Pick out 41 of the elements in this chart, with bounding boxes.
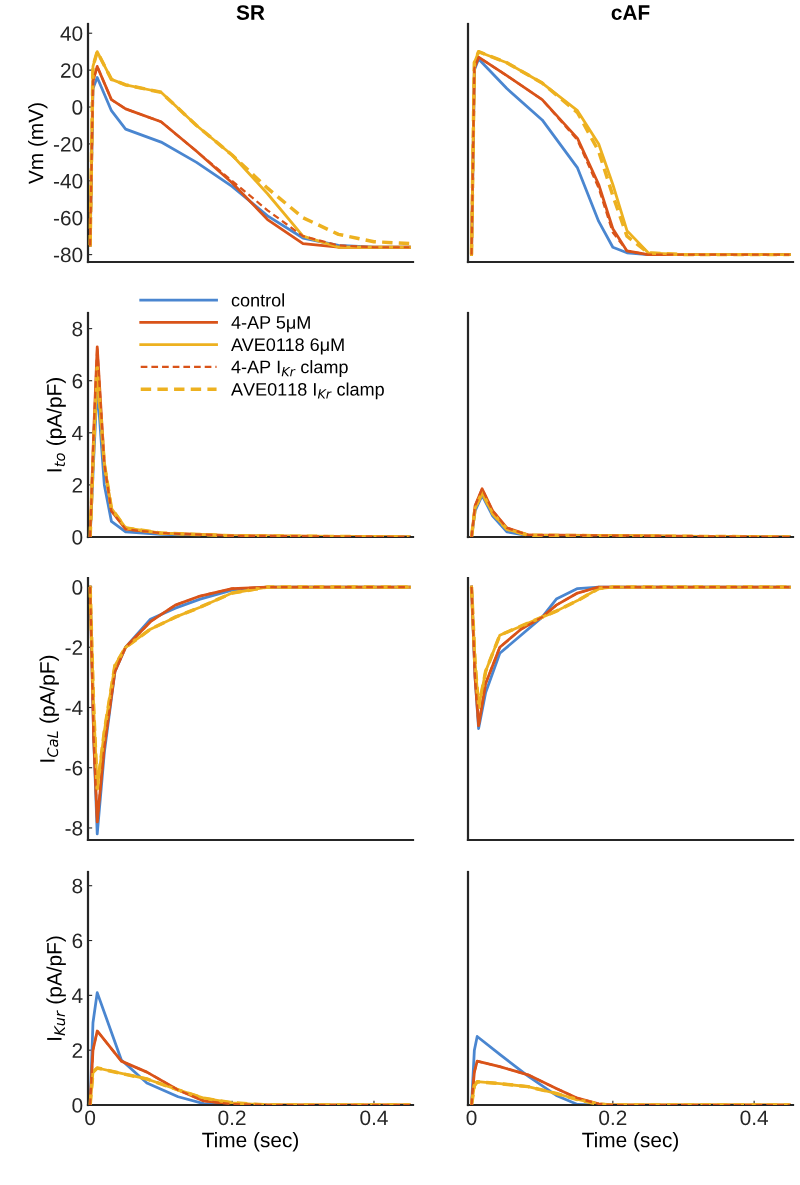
legend-label: AVE0118 I$_{Kr}$ clamp — [231, 382, 384, 400]
chart-title: SR — [236, 5, 265, 20]
y-tick-label: -8 — [65, 820, 83, 836]
y-tick-label: -40 — [53, 173, 83, 189]
x-axis-title: Time (sec) — [202, 1132, 299, 1152]
y-tick-label: -20 — [53, 136, 83, 152]
y-axis-title: I$_{Kur}$ (pA/pF) — [46, 936, 66, 1040]
x-tick-label: 0.2 — [599, 1110, 627, 1126]
y-tick-label: 4 — [72, 426, 83, 441]
y-axis-title: Vm (mV) — [28, 103, 48, 184]
x-tick-label: 0.4 — [740, 1110, 769, 1126]
y-tick-label: 0 — [72, 530, 83, 545]
y-tick-label: 6 — [72, 933, 83, 949]
x-axis-title: Time (sec) — [582, 1132, 679, 1152]
x-tick-label: 0 — [85, 1110, 96, 1126]
y-tick-label: -2 — [65, 640, 83, 655]
y-tick-label: 40 — [60, 26, 83, 41]
chart-title: cAF — [611, 5, 650, 20]
y-tick-label: -6 — [65, 760, 83, 776]
y-axis-title: I$_{CaL}$ (pA/pF) — [39, 655, 59, 762]
y-tick-label: 20 — [61, 63, 83, 78]
legend-label: control — [231, 293, 284, 307]
y-tick-label: 2 — [72, 1043, 83, 1058]
y-tick-label: 6 — [72, 373, 83, 389]
x-tick-label: 0.4 — [360, 1110, 388, 1126]
y-tick-label: 8 — [72, 321, 83, 337]
y-tick-label: 0 — [72, 100, 83, 115]
x-tick-label: 0 — [466, 1110, 477, 1126]
y-tick-label: 4 — [72, 988, 83, 1003]
y-tick-label: -60 — [53, 210, 83, 226]
y-tick-label: 8 — [72, 878, 83, 894]
legend-label: 4-AP I$_{Kr}$ clamp — [231, 360, 348, 377]
y-tick-label: -4 — [65, 700, 83, 716]
y-tick-label: 0 — [72, 580, 83, 595]
y-axis-title: I$_{to}$ (pA/pF) — [46, 378, 66, 472]
legend-label: AVE0118 6μM — [231, 338, 344, 355]
y-tick-label: -80 — [53, 247, 83, 263]
legend-label: 4-AP 5μM — [231, 316, 310, 333]
x-tick-label: 0.2 — [218, 1110, 246, 1126]
y-tick-label: 0 — [72, 1098, 83, 1113]
y-tick-label: 2 — [72, 477, 83, 493]
